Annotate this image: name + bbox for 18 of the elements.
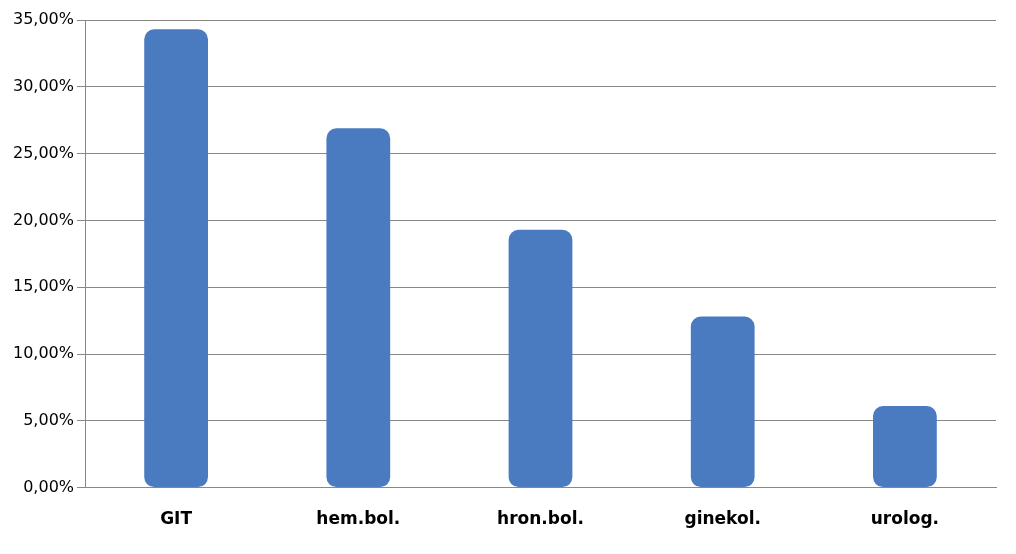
bar xyxy=(508,229,573,488)
y-tick-label: 30,00% xyxy=(12,75,75,95)
y-tick-label: 0,00% xyxy=(23,476,75,496)
x-tick-label: hron.bol. xyxy=(497,508,584,529)
bar xyxy=(873,406,937,488)
y-tick-label: 10,00% xyxy=(12,343,75,363)
bar xyxy=(690,316,755,488)
x-tick-label: urolog. xyxy=(870,508,940,529)
bar xyxy=(326,128,391,488)
y-tick-label: 5,00% xyxy=(23,409,75,429)
y-tick-label: 25,00% xyxy=(12,142,75,162)
y-tick-label: 15,00% xyxy=(12,276,75,296)
x-tick-label: hem.bol. xyxy=(316,508,401,529)
x-tick-label: GIT xyxy=(160,508,193,529)
y-tick-label: 20,00% xyxy=(12,209,75,229)
bar xyxy=(144,29,208,488)
x-tick-label: ginekol. xyxy=(684,508,761,529)
y-tick-label: 35,00% xyxy=(12,9,75,29)
